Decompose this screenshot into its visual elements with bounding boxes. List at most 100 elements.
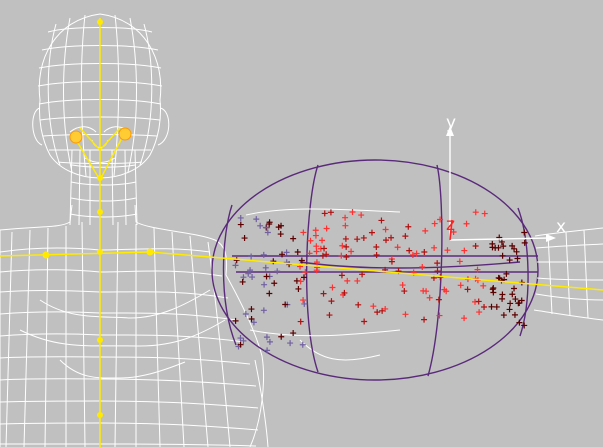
- vertex-marker[interactable]: [237, 341, 244, 348]
- vertex-marker[interactable]: [312, 227, 319, 234]
- vertex-marker[interactable]: [511, 285, 518, 292]
- vertex-weight-markers[interactable]: [232, 209, 528, 354]
- vertex-marker[interactable]: [326, 312, 333, 319]
- vertex-marker[interactable]: [514, 255, 521, 262]
- vertex-marker[interactable]: [481, 304, 488, 311]
- vertex-marker[interactable]: [421, 316, 428, 323]
- vertex-marker[interactable]: [406, 247, 413, 254]
- vertex-marker[interactable]: [360, 234, 367, 241]
- vertex-marker[interactable]: [338, 252, 345, 259]
- vertex-marker[interactable]: [361, 318, 368, 325]
- vertex-marker[interactable]: [472, 209, 479, 216]
- vertex-marker[interactable]: [506, 306, 513, 313]
- vertex-marker[interactable]: [435, 296, 442, 303]
- vertex-marker[interactable]: [461, 315, 468, 322]
- vertex-marker[interactable]: [402, 311, 409, 318]
- vertex-marker[interactable]: [264, 229, 271, 236]
- vertex-marker[interactable]: [341, 289, 348, 296]
- vertex-marker[interactable]: [457, 282, 464, 289]
- vertex-marker[interactable]: [489, 240, 496, 247]
- vertex-marker[interactable]: [274, 268, 281, 275]
- vertex-marker[interactable]: [260, 251, 267, 258]
- vertex-marker[interactable]: [368, 229, 375, 236]
- vertex-marker[interactable]: [319, 252, 326, 259]
- vertex-marker[interactable]: [475, 298, 482, 305]
- vertex-marker[interactable]: [490, 289, 497, 296]
- vertex-marker[interactable]: [299, 341, 306, 348]
- gizmo-z-axis[interactable]: [449, 219, 453, 241]
- vertex-marker[interactable]: [399, 282, 406, 289]
- vertex-marker[interactable]: [489, 286, 496, 293]
- vertex-marker[interactable]: [388, 234, 395, 241]
- vertex-marker[interactable]: [277, 231, 284, 238]
- vertex-marker[interactable]: [248, 306, 255, 313]
- vertex-marker[interactable]: [295, 285, 302, 292]
- vertex-marker[interactable]: [297, 318, 304, 325]
- vertex-marker[interactable]: [282, 301, 289, 308]
- vertex-marker[interactable]: [413, 250, 420, 257]
- vertex-marker[interactable]: [373, 251, 380, 258]
- vertex-marker[interactable]: [463, 220, 470, 227]
- vertex-marker[interactable]: [338, 272, 345, 279]
- vertex-marker[interactable]: [241, 235, 248, 242]
- vertex-marker[interactable]: [270, 258, 277, 265]
- vertex-marker[interactable]: [480, 282, 487, 289]
- clavicle-bone[interactable]: [0, 251, 151, 257]
- vertex-marker[interactable]: [294, 249, 301, 256]
- vertex-marker[interactable]: [290, 235, 297, 242]
- vertex-marker[interactable]: [436, 312, 443, 319]
- vertex-marker[interactable]: [431, 244, 438, 251]
- vertex-marker[interactable]: [421, 249, 428, 256]
- vertex-marker[interactable]: [257, 222, 264, 229]
- vertex-marker[interactable]: [263, 334, 270, 341]
- vertex-marker[interactable]: [321, 210, 328, 217]
- vertex-marker[interactable]: [339, 242, 346, 249]
- vertex-marker[interactable]: [388, 258, 395, 265]
- vertex-marker[interactable]: [441, 286, 448, 293]
- vertex-marker[interactable]: [344, 277, 351, 284]
- vertex-marker[interactable]: [266, 338, 273, 345]
- vertex-marker[interactable]: [402, 233, 409, 240]
- vertex-marker[interactable]: [261, 281, 268, 288]
- vertex-marker[interactable]: [500, 312, 507, 319]
- vertex-marker[interactable]: [271, 280, 278, 287]
- vertex-marker[interactable]: [233, 257, 240, 264]
- vertex-marker[interactable]: [420, 287, 427, 294]
- vertex-marker[interactable]: [278, 333, 285, 340]
- vertex-marker[interactable]: [374, 309, 381, 316]
- vertex-marker[interactable]: [290, 330, 297, 337]
- vertex-marker[interactable]: [307, 237, 314, 244]
- vertex-marker[interactable]: [512, 296, 519, 303]
- vertex-marker[interactable]: [437, 216, 444, 223]
- vertex-marker[interactable]: [513, 248, 520, 255]
- vertex-marker[interactable]: [323, 225, 330, 232]
- vertex-marker[interactable]: [426, 294, 433, 301]
- face-bone-links[interactable]: [79, 127, 121, 152]
- vertex-marker[interactable]: [434, 260, 441, 267]
- vertex-marker[interactable]: [262, 264, 269, 271]
- vertex-marker[interactable]: [503, 270, 510, 277]
- vertex-marker[interactable]: [382, 226, 389, 233]
- vertex-marker[interactable]: [287, 340, 294, 347]
- vertex-marker[interactable]: [521, 229, 528, 236]
- vertex-marker[interactable]: [300, 274, 307, 281]
- vertex-marker[interactable]: [409, 252, 416, 259]
- vertex-marker[interactable]: [260, 307, 267, 314]
- vertex-marker[interactable]: [313, 243, 320, 250]
- character-torso-mesh[interactable]: [0, 204, 381, 447]
- vertex-marker[interactable]: [493, 303, 500, 310]
- vertex-marker[interactable]: [509, 242, 516, 249]
- vertex-marker[interactable]: [422, 227, 429, 234]
- upper-arm-bone[interactable]: [149, 251, 603, 291]
- vertex-marker[interactable]: [248, 253, 255, 260]
- vertex-marker[interactable]: [499, 252, 506, 259]
- vertex-marker[interactable]: [312, 232, 319, 239]
- vertex-marker[interactable]: [419, 264, 426, 271]
- vertex-marker[interactable]: [249, 274, 256, 281]
- vertex-marker[interactable]: [306, 250, 313, 257]
- vertex-marker[interactable]: [474, 266, 481, 273]
- vertex-marker[interactable]: [264, 347, 271, 354]
- vertex-marker[interactable]: [498, 277, 505, 284]
- vertex-marker[interactable]: [401, 288, 408, 295]
